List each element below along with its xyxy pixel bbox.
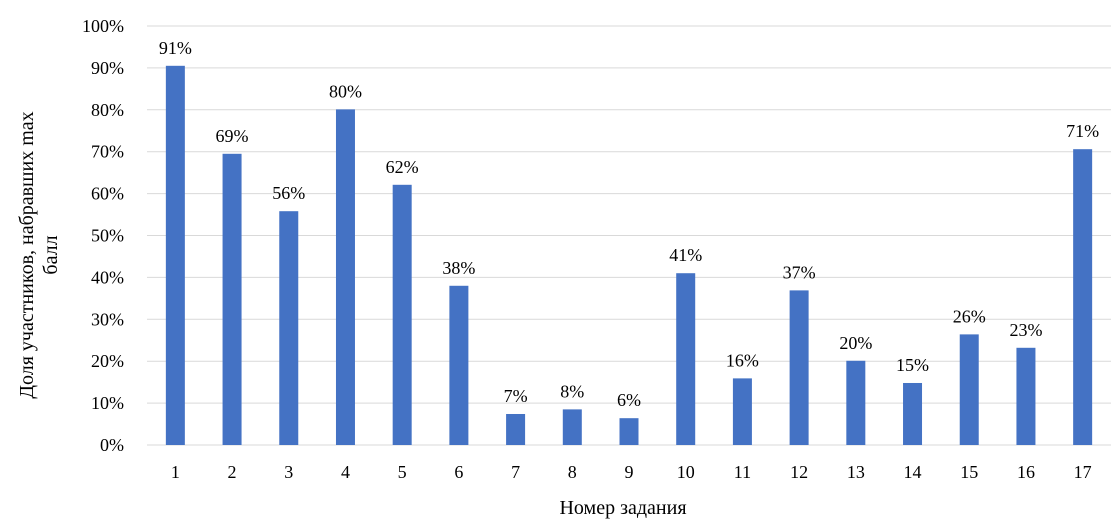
- y-tick-label: 40%: [91, 267, 124, 287]
- x-axis-ticks: 1 2 3 4 5 6 7 8 9 10 11 12 13 14 15 16 17: [171, 462, 1092, 482]
- x-tick-label: 9: [625, 462, 634, 482]
- data-label: 71%: [1066, 121, 1099, 141]
- y-tick-label: 80%: [91, 100, 124, 120]
- data-label: 80%: [329, 81, 362, 101]
- x-tick-label: 5: [398, 462, 407, 482]
- bar: [392, 184, 412, 445]
- x-tick-label: 15: [960, 462, 978, 482]
- gridlines: [147, 25, 1111, 446]
- y-tick-label: 30%: [91, 309, 124, 329]
- bar: [846, 360, 866, 445]
- y-axis-title: Доля участников, набравших max балл: [16, 111, 62, 398]
- x-tick-label: 12: [790, 462, 808, 482]
- y-tick-label: 10%: [91, 393, 124, 413]
- bar: [789, 290, 809, 445]
- data-label: 26%: [953, 306, 986, 326]
- bars: [165, 65, 1093, 446]
- x-axis-title: Номер задания: [559, 497, 686, 519]
- data-label: 20%: [839, 333, 872, 353]
- y-tick-label: 0%: [100, 435, 124, 455]
- x-tick-label: 6: [454, 462, 463, 482]
- bar: [619, 418, 639, 445]
- data-label: 56%: [272, 183, 305, 203]
- y-tick-label: 70%: [91, 142, 124, 162]
- data-label: 7%: [504, 386, 528, 406]
- y-axis-title-line-1: Доля участников, набравших max: [16, 111, 38, 398]
- bar: [449, 285, 469, 445]
- bar: [165, 65, 185, 446]
- y-axis-ticks: 0% 10% 20% 30% 40% 50% 60% 70% 80% 90% 100%: [82, 16, 124, 455]
- bar: [732, 378, 752, 445]
- data-label: 41%: [669, 245, 702, 265]
- bar: [959, 334, 979, 445]
- data-label: 23%: [1009, 320, 1042, 340]
- x-tick-label: 14: [904, 462, 922, 482]
- bar: [335, 109, 355, 446]
- data-label: 62%: [386, 157, 419, 177]
- data-label: 16%: [726, 350, 759, 370]
- data-labels: 91% 69% 56% 80% 62% 38% 7% 8% 6% 41% 16% 37% 20% 15% 2…: [159, 38, 1099, 410]
- data-label: 38%: [442, 258, 475, 278]
- y-tick-label: 50%: [91, 226, 124, 246]
- y-tick-label: 100%: [82, 16, 124, 36]
- data-label: 91%: [159, 38, 192, 58]
- data-label: 37%: [783, 262, 816, 282]
- y-tick-label: 60%: [91, 184, 124, 204]
- x-tick-label: 13: [847, 462, 865, 482]
- x-tick-label: 16: [1017, 462, 1035, 482]
- x-tick-label: 1: [171, 462, 180, 482]
- bar: [676, 273, 696, 445]
- y-tick-label: 90%: [91, 58, 124, 78]
- x-tick-label: 4: [341, 462, 350, 482]
- x-tick-label: 17: [1074, 462, 1092, 482]
- data-label: 6%: [617, 390, 641, 410]
- x-tick-label: 8: [568, 462, 577, 482]
- bar: [562, 409, 582, 445]
- x-tick-label: 2: [228, 462, 237, 482]
- x-tick-label: 11: [734, 462, 751, 482]
- x-tick-label: 7: [511, 462, 520, 482]
- x-tick-label: 3: [284, 462, 293, 482]
- data-label: 15%: [896, 355, 929, 375]
- bar: [1016, 347, 1036, 445]
- y-axis-title-line-2: балл: [40, 235, 62, 274]
- bar: [279, 211, 299, 445]
- bar: [222, 153, 242, 446]
- data-label: 69%: [216, 126, 249, 146]
- bar: [1073, 149, 1093, 445]
- bar: [903, 382, 923, 445]
- y-tick-label: 20%: [91, 351, 124, 371]
- x-tick-label: 10: [677, 462, 695, 482]
- bar: [506, 413, 526, 445]
- data-label: 8%: [560, 381, 584, 401]
